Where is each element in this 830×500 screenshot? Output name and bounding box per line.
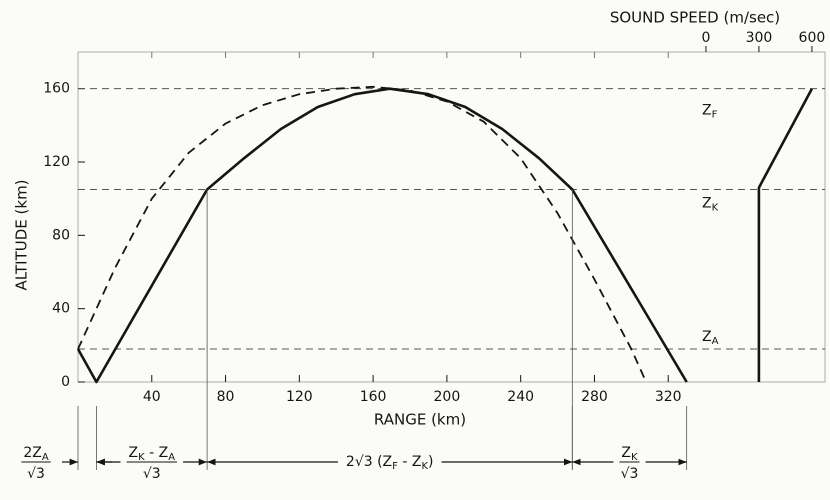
segment-label-den: √3: [621, 466, 639, 482]
reference-label: ZA: [702, 329, 719, 347]
segment-label-sub: F: [392, 461, 398, 472]
y-tick-label: 120: [43, 154, 70, 170]
x-axis-label: RANGE (km): [374, 411, 466, 429]
dashed-ray: [77, 85, 647, 383]
segment-label-text: 2√3 (Z: [346, 454, 392, 470]
segment-label-text: Z: [621, 445, 631, 461]
segment-label-sub: A: [42, 452, 49, 463]
y-tick-label: 0: [61, 374, 70, 390]
x2-tick-label: 0: [701, 30, 710, 46]
reference-label: ZF: [702, 103, 718, 121]
segment-label: ZK - ZA: [129, 445, 176, 463]
segment-label-den: √3: [27, 466, 45, 482]
x2-tick-label: 300: [746, 30, 773, 46]
y-axis-label: ALTITUDE (km): [13, 179, 31, 290]
segment-label-text: 2Z: [23, 445, 42, 461]
x-tick-label: 240: [507, 389, 534, 405]
x-tick-label: 200: [434, 389, 461, 405]
y-tick-label: 160: [43, 81, 70, 97]
segment-label-text: - Z: [398, 454, 422, 470]
segment-label-den: √3: [143, 466, 161, 482]
x-tick-label: 80: [217, 389, 235, 405]
x-tick-label: 280: [581, 389, 608, 405]
x-tick-label: 40: [143, 389, 161, 405]
solid-ray: [757, 88, 814, 382]
segment-label-sub: K: [421, 461, 428, 472]
segment-label-sub: K: [138, 452, 145, 463]
x2-axis-label: SOUND SPEED (m/sec): [610, 9, 780, 27]
segment-label: 2√3 (ZF - ZK): [346, 454, 434, 472]
reference-label-sub: K: [712, 203, 719, 214]
x-tick-label: 320: [655, 389, 682, 405]
plot-frame: [77, 51, 826, 383]
solid-ray: [76, 87, 688, 384]
reference-label-sub: A: [712, 336, 719, 347]
reference-label-main: Z: [702, 196, 712, 212]
x-tick-label: 160: [360, 389, 387, 405]
segment-label-text: - Z: [145, 445, 169, 461]
segment-label-sub: K: [631, 452, 638, 463]
reference-label-sub: F: [712, 110, 718, 121]
reference-label-main: Z: [702, 103, 712, 119]
y-tick-label: 80: [52, 227, 70, 243]
segment-label-text: ): [428, 454, 433, 470]
x-tick-label: 120: [286, 389, 313, 405]
segment-label: 2ZA: [23, 445, 49, 463]
reference-label-main: Z: [702, 329, 712, 345]
x2-tick-label: 600: [799, 30, 826, 46]
segment-label-sub: A: [168, 452, 175, 463]
segment-label: ZK: [621, 445, 638, 463]
segment-label-text: Z: [129, 445, 139, 461]
reference-label: ZK: [702, 196, 719, 214]
y-tick-label: 40: [52, 301, 70, 317]
